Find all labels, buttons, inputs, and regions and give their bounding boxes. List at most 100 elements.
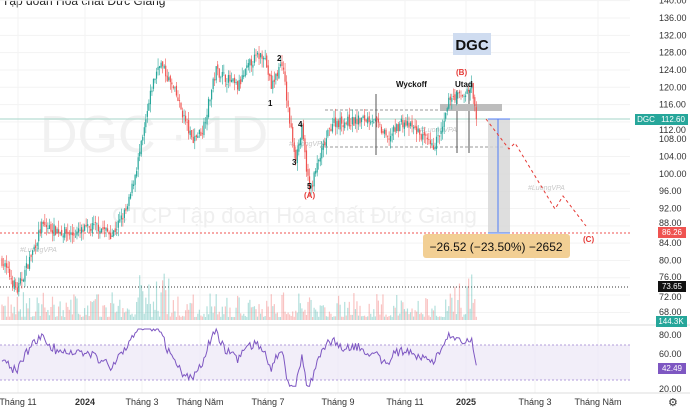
volume-bar [419,314,421,320]
candle-body [230,79,233,83]
volume-bar [177,296,179,320]
volume-bar [70,299,72,320]
volume-bar [178,315,181,320]
candle-body [437,135,439,137]
candle-body [7,266,9,269]
candle-body [316,163,318,173]
price-tick: 128.00 [659,48,687,58]
volume-bar [461,316,464,320]
volume-bar [379,314,381,320]
candle-body [246,65,248,68]
volume-bar [400,300,402,320]
candle-body [448,97,450,109]
wave-1: 1 [268,99,273,108]
wave-2: 2 [277,54,282,63]
time-tick: Tháng 3 [518,397,551,407]
chart-title: Tập đoàn Hoá chất Đức Giang [2,0,166,8]
volume-bar [88,316,90,320]
candle-body [370,121,372,124]
target-value: 86.26 [662,228,683,237]
volume-bar [290,315,292,320]
volume-bar [341,316,343,320]
volume-bar [263,316,265,320]
volume-bar [252,306,254,320]
candle-body [35,245,37,249]
volume-bar [91,302,93,320]
candle-body [471,83,473,89]
price-tick: 108.00 [659,134,687,144]
candle-body [212,78,214,90]
volume-bar [293,316,295,320]
volume-bar [406,308,409,320]
volume-bar [266,300,268,320]
price-tick: 136.00 [659,13,687,23]
candle-body [321,147,323,159]
volume-bar [33,316,35,320]
candle-body [33,246,35,250]
candle-body [221,71,223,78]
volume-bar [27,308,29,320]
candle-body [58,229,60,234]
wave-c: (C) [583,235,594,244]
volume-bar [209,293,211,320]
volume-bar [383,316,386,320]
candle-body [304,138,306,153]
volume-bar [188,309,190,320]
time-tick: Tháng 9 [321,397,354,407]
volume-bar [235,307,237,320]
price-tick: 88.00 [659,218,682,228]
volume-bar [344,301,346,320]
price-tick: 104.00 [659,152,687,162]
candle-body [307,169,309,176]
candle-body [399,123,401,132]
candle-body [47,228,49,229]
candle-body [32,250,34,255]
volume-bar [230,316,233,320]
volume-bar [220,316,222,320]
candle-body [299,138,301,146]
wave-b: (B) [456,68,467,77]
candle-body [220,77,222,79]
candle-body [140,140,142,155]
volume-bar [110,303,112,320]
volume-bar [4,305,6,320]
volume-bar [449,293,451,320]
gear-icon[interactable]: ⚙ [668,397,678,409]
volume-bar [302,311,305,320]
volume-bar [267,306,269,320]
volume-bar [113,303,115,320]
candle-body [253,54,256,63]
volume-bar [79,314,81,320]
candle-body [149,90,152,105]
volume-bar [224,306,226,320]
volume-bar [102,305,104,320]
volume-bar [282,292,285,320]
volume-bar [454,286,456,320]
volume-bar [204,316,207,320]
volume-bar [339,304,341,320]
candle-body [53,224,55,236]
volume-bar [73,294,75,320]
candle-body [62,235,64,238]
candle-body [466,89,468,94]
volume-bar [244,315,246,320]
candle-body [39,229,41,233]
candle-body [472,83,474,99]
candle-body [293,142,295,152]
candle-body [21,278,23,281]
volume-bar [93,300,95,320]
volume-bar [466,286,468,320]
volume-bar [276,312,278,320]
volume-bar [97,294,99,320]
candle-body [374,118,376,121]
candle-body [252,64,254,68]
candle-body [215,66,217,81]
volume-bar [145,297,147,320]
candle-body [134,174,136,185]
candle-body [207,98,210,118]
candle-body [99,230,101,234]
volume-bar [377,300,379,320]
candle-body [171,82,173,85]
candle-body [474,97,476,107]
